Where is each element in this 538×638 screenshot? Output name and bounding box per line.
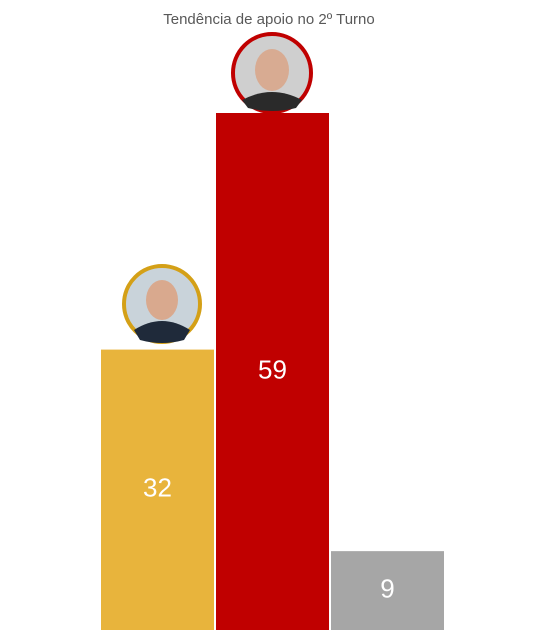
portrait [231,32,313,114]
bar [216,113,329,630]
chart-title: Tendência de apoio no 2º Turno [163,11,374,28]
bar [101,349,214,630]
bar [331,551,444,630]
value-label: 59 [258,354,287,384]
value-label: 9 [380,573,394,603]
portrait [122,264,202,344]
value-label: 32 [143,473,172,503]
